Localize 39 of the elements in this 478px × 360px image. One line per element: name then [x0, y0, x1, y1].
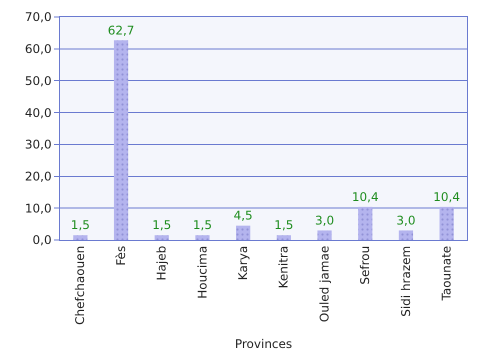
y-tick-label: 70,0: [24, 10, 52, 24]
x-axis-title: Provinces: [234, 336, 292, 351]
y-tick-label: 60,0: [24, 42, 52, 56]
data-label: 1,5: [274, 218, 294, 232]
x-tick-label: Kenitra: [276, 246, 291, 288]
bar: [154, 235, 169, 240]
bar: [358, 206, 372, 240]
y-tick-label: 10,0: [24, 201, 52, 216]
x-tick-label: Sidi hrazem: [398, 246, 413, 317]
y-tick-label: 50,0: [24, 74, 52, 88]
bar: [236, 226, 250, 240]
data-label: 3,0: [396, 213, 416, 228]
data-label: 62,7: [108, 23, 134, 38]
x-tick-label: Ouled jamae: [317, 246, 332, 322]
data-label: 1,5: [192, 218, 212, 232]
data-label: 1,5: [152, 218, 172, 232]
data-label: 4,5: [234, 208, 253, 223]
x-tick-label: Taounate: [440, 246, 454, 302]
y-tick-label: 0,0: [32, 233, 52, 248]
bar: [276, 235, 291, 240]
x-tick-label: Chefchaouen: [73, 246, 88, 325]
x-tick-label: Karya: [236, 246, 250, 280]
x-tick-label: Sefrou: [358, 246, 372, 285]
data-label: 10,4: [352, 190, 379, 204]
bar: [195, 235, 210, 240]
y-tick-label: 40,0: [24, 106, 52, 120]
data-label: 10,4: [433, 190, 460, 204]
y-tick-label: 30,0: [24, 138, 52, 152]
y-tick-label: 20,0: [24, 169, 52, 184]
x-tick-label: Hajeb: [154, 246, 169, 281]
bar: [398, 230, 414, 240]
x-tick-label: Fès: [114, 246, 128, 266]
bar: [440, 206, 454, 240]
x-tick-label: Houcima: [195, 246, 210, 299]
bar: [317, 230, 332, 240]
bar: [73, 235, 88, 240]
data-label: 1,5: [70, 218, 90, 232]
bar: [114, 40, 128, 240]
data-label: 3,0: [315, 213, 334, 228]
